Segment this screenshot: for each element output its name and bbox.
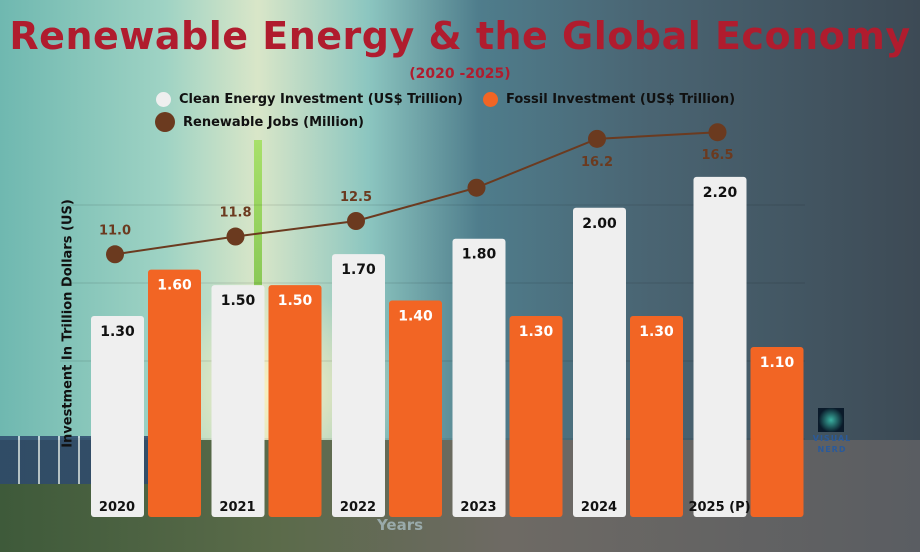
jobs-label: 16.2 [581,155,613,170]
bar-clean [693,176,747,517]
bar-label-clean: 1.50 [221,293,256,309]
x-tick-label: 2021 [219,500,255,515]
bar-fossil [509,316,563,517]
x-tick-label: 2020 [99,500,135,515]
bar-clean [211,285,265,517]
bar-label-clean: 1.70 [341,262,376,278]
visual-nerd-logo [818,408,844,432]
legend-item-jobs: Renewable Jobs (Million) [155,112,364,132]
legend-label-jobs: Renewable Jobs (Million) [183,114,364,130]
bar-fossil [750,346,804,517]
jobs-label: 16.5 [701,148,733,163]
jobs-point [106,245,124,264]
legend-swatch-jobs [155,112,175,132]
legend-item-fossil: Fossil Investment (US$ Trillion) [483,92,735,107]
bar-clean [332,254,385,517]
bar-label-fossil: 1.30 [639,324,674,340]
bar-fossil [630,316,683,517]
bar-clean [91,316,144,517]
x-tick-label: 2025 (P) [688,500,750,515]
jobs-point [708,123,727,142]
jobs-point [588,129,606,148]
x-tick-label: 2024 [581,500,617,515]
legend-swatch-fossil [483,92,498,107]
jobs-label: 11.0 [99,223,131,238]
bar-label-clean: 2.00 [582,216,617,232]
jobs-label: 11.8 [219,206,251,221]
chart-title: Renewable Energy & the Global Economy [9,14,911,58]
x-axis-label: Years [376,516,424,534]
bar-label-clean: 2.20 [703,185,738,201]
jobs-point [226,227,245,246]
watermark-text: VISUAL NERD [812,434,852,454]
legend-swatch-clean [156,92,171,107]
x-tick-label: 2022 [340,500,376,515]
y-axis-label: Investment In Trillion Dollars (US) [60,199,76,448]
legend-item-clean: Clean Energy Investment (US$ Trillion) [156,92,463,107]
jobs-label: 12.5 [340,190,372,205]
bar-label-fossil: 1.50 [278,293,313,309]
bar-label-clean: 1.80 [462,247,497,263]
bar-label-fossil: 1.40 [398,309,433,325]
bar-fossil [268,285,322,517]
bar-label-fossil: 1.10 [760,355,795,371]
chart-subtitle: (2020 -2025) [409,66,511,82]
legend-label-fossil: Fossil Investment (US$ Trillion) [506,92,736,107]
jobs-point [467,178,486,197]
bar-fossil [148,269,201,517]
bar-label-fossil: 1.60 [157,278,192,294]
bar-label-fossil: 1.30 [519,324,554,340]
bar-clean [452,238,506,517]
bar-fossil [389,300,442,517]
bar-label-clean: 1.30 [100,324,135,340]
jobs-line [114,131,718,256]
jobs-point [347,212,365,230]
bar-clean [573,207,626,518]
legend-label-clean: Clean Energy Investment (US$ Trillion) [179,92,463,107]
x-tick-label: 2023 [460,500,496,515]
